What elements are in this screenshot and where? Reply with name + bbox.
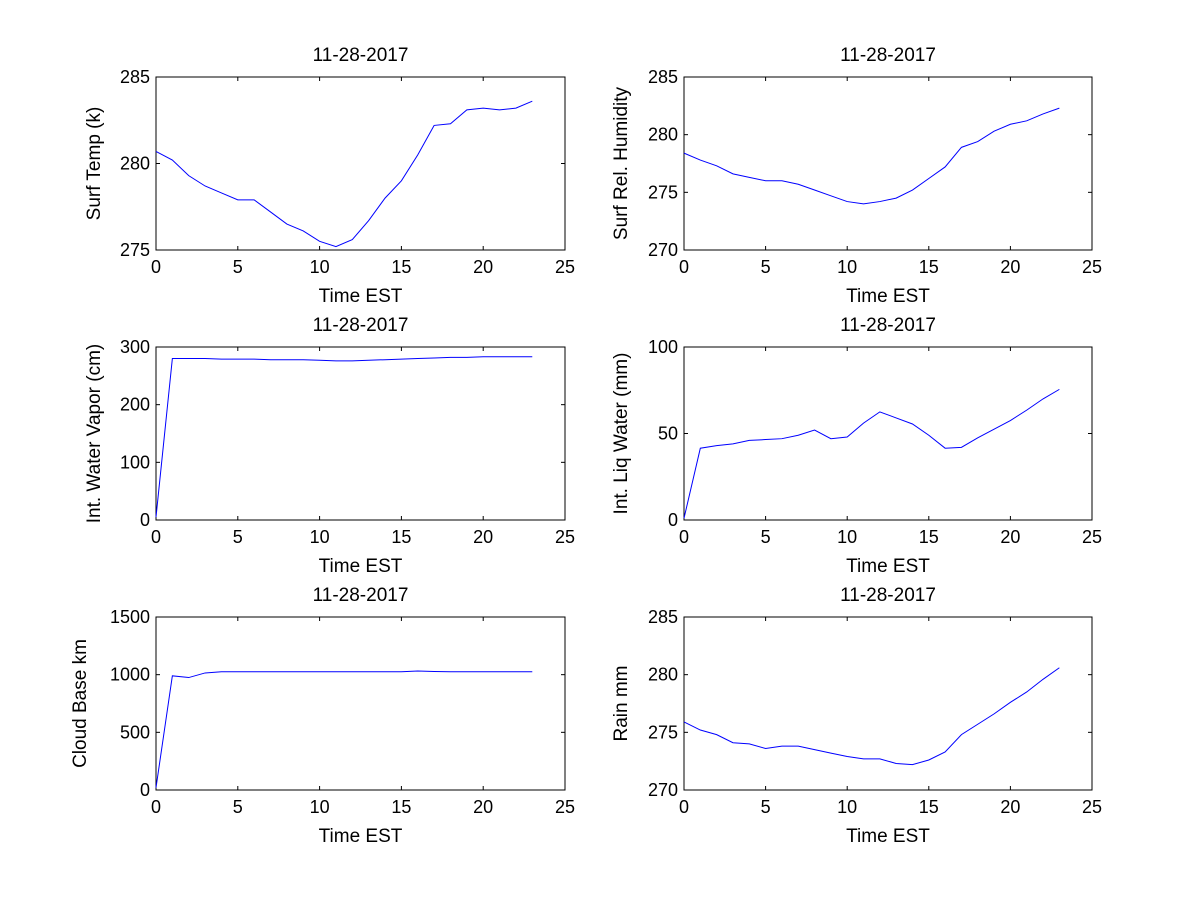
x-axis-label: Time EST bbox=[846, 556, 930, 577]
y-tick-label: 270 bbox=[648, 240, 678, 260]
axes-frame bbox=[155, 76, 566, 251]
y-tick-label: 1000 bbox=[110, 665, 150, 685]
axes-frame bbox=[155, 346, 566, 521]
x-tick-label: 25 bbox=[1082, 257, 1102, 277]
x-tick-label: 25 bbox=[555, 257, 575, 277]
x-axis-label: Time EST bbox=[319, 826, 403, 847]
x-tick-label: 15 bbox=[391, 257, 411, 277]
x-tick-label: 25 bbox=[555, 797, 575, 817]
y-axis-label: Int. Liq Water (mm) bbox=[611, 353, 632, 515]
chart-title: 11-28-2017 bbox=[840, 45, 936, 66]
subplot-4: 0 5 10 15 20 25 0 50 100 11-28-2017 Time EST Int. L… bbox=[611, 315, 1102, 577]
x-tick-label: 5 bbox=[233, 527, 243, 547]
chart-title: 11-28-2017 bbox=[313, 315, 409, 336]
chart-title: 11-28-2017 bbox=[840, 315, 936, 336]
x-tick-label: 20 bbox=[473, 527, 493, 547]
y-axis-label: Rain mm bbox=[611, 665, 632, 741]
x-tick-label: 0 bbox=[679, 527, 689, 547]
x-tick-label: 5 bbox=[761, 797, 771, 817]
subplot-3: 0 5 10 15 20 25 0 100 200 300 11-28-2017 Time EST In… bbox=[84, 315, 575, 577]
x-axis-label: Time EST bbox=[319, 286, 403, 307]
x-tick-label: 15 bbox=[919, 797, 939, 817]
y-axis-label: Surf Temp (k) bbox=[84, 107, 105, 221]
y-axis-label: Int. Water Vapor (cm) bbox=[84, 344, 105, 523]
chart-title: 11-28-2017 bbox=[840, 585, 936, 606]
x-tick-label: 20 bbox=[1000, 797, 1020, 817]
subplot-6: 0 5 10 15 20 25 270 275 280 285 11-28-2017 Time EST… bbox=[611, 585, 1102, 847]
series-line-1 bbox=[155, 670, 533, 788]
chart-title: 11-28-2017 bbox=[313, 585, 409, 606]
x-tick-label: 20 bbox=[473, 257, 493, 277]
series-line-1 bbox=[683, 388, 1060, 519]
x-tick-label: 10 bbox=[837, 797, 857, 817]
y-tick-label: 0 bbox=[140, 510, 150, 530]
series-line-1 bbox=[155, 356, 533, 518]
x-axis-label: Time EST bbox=[846, 286, 930, 307]
y-tick-label: 50 bbox=[658, 424, 678, 444]
y-tick-label: 100 bbox=[648, 337, 678, 357]
y-tick-label: 275 bbox=[648, 182, 678, 202]
y-tick-label: 275 bbox=[648, 722, 678, 742]
subplot-2: 0 5 10 15 20 25 270 275 280 285 11-28-2017 Time EST… bbox=[611, 45, 1102, 307]
axes-frame bbox=[683, 616, 1093, 791]
x-axis-label: Time EST bbox=[846, 826, 930, 847]
x-tick-label: 15 bbox=[919, 257, 939, 277]
y-tick-label: 285 bbox=[120, 67, 150, 87]
x-tick-label: 15 bbox=[391, 797, 411, 817]
y-tick-label: 0 bbox=[140, 780, 150, 800]
x-tick-label: 5 bbox=[233, 257, 243, 277]
y-tick-label: 280 bbox=[648, 665, 678, 685]
x-tick-label: 10 bbox=[837, 257, 857, 277]
subplot-1: 0 5 10 15 20 25 275 280 285 11-28-2017 Time EST Sur… bbox=[84, 45, 575, 307]
x-tick-label: 10 bbox=[837, 527, 857, 547]
y-tick-label: 1500 bbox=[110, 607, 150, 627]
axes-frame bbox=[683, 346, 1093, 521]
y-tick-label: 300 bbox=[120, 337, 150, 357]
x-tick-label: 15 bbox=[391, 527, 411, 547]
x-tick-label: 0 bbox=[151, 257, 161, 277]
y-tick-label: 0 bbox=[668, 510, 678, 530]
x-tick-label: 5 bbox=[761, 257, 771, 277]
y-tick-label: 280 bbox=[120, 154, 150, 174]
x-tick-label: 0 bbox=[151, 527, 161, 547]
axes-frame bbox=[683, 76, 1093, 251]
x-tick-label: 25 bbox=[1082, 797, 1102, 817]
x-tick-label: 5 bbox=[233, 797, 243, 817]
x-axis-label: Time EST bbox=[319, 556, 403, 577]
x-tick-label: 20 bbox=[473, 797, 493, 817]
y-tick-label: 500 bbox=[120, 722, 150, 742]
y-tick-label: 285 bbox=[648, 67, 678, 87]
x-tick-label: 25 bbox=[1082, 527, 1102, 547]
x-tick-label: 25 bbox=[555, 527, 575, 547]
y-tick-label: 275 bbox=[120, 240, 150, 260]
x-tick-label: 10 bbox=[310, 257, 330, 277]
y-tick-label: 285 bbox=[648, 607, 678, 627]
subplot-5: 0 5 10 15 20 25 0 500 1000 1500 11-28-2017 Time EST… bbox=[70, 585, 575, 847]
y-axis-label: Cloud Base km bbox=[70, 639, 91, 768]
x-tick-label: 0 bbox=[151, 797, 161, 817]
axes-frame bbox=[155, 616, 566, 791]
x-tick-label: 10 bbox=[310, 797, 330, 817]
y-tick-label: 200 bbox=[120, 395, 150, 415]
series-line-1 bbox=[683, 667, 1060, 766]
series-line-1 bbox=[155, 100, 533, 248]
x-tick-label: 15 bbox=[919, 527, 939, 547]
y-tick-label: 280 bbox=[648, 125, 678, 145]
x-tick-label: 20 bbox=[1000, 527, 1020, 547]
y-tick-label: 100 bbox=[120, 452, 150, 472]
chart-title: 11-28-2017 bbox=[313, 45, 409, 66]
x-tick-label: 10 bbox=[310, 527, 330, 547]
series-line-1 bbox=[683, 107, 1060, 205]
x-tick-label: 0 bbox=[679, 257, 689, 277]
x-tick-label: 20 bbox=[1000, 257, 1020, 277]
y-tick-label: 270 bbox=[648, 780, 678, 800]
y-axis-label: Surf Rel. Humidity bbox=[611, 86, 632, 240]
x-tick-label: 5 bbox=[761, 527, 771, 547]
x-tick-label: 0 bbox=[679, 797, 689, 817]
